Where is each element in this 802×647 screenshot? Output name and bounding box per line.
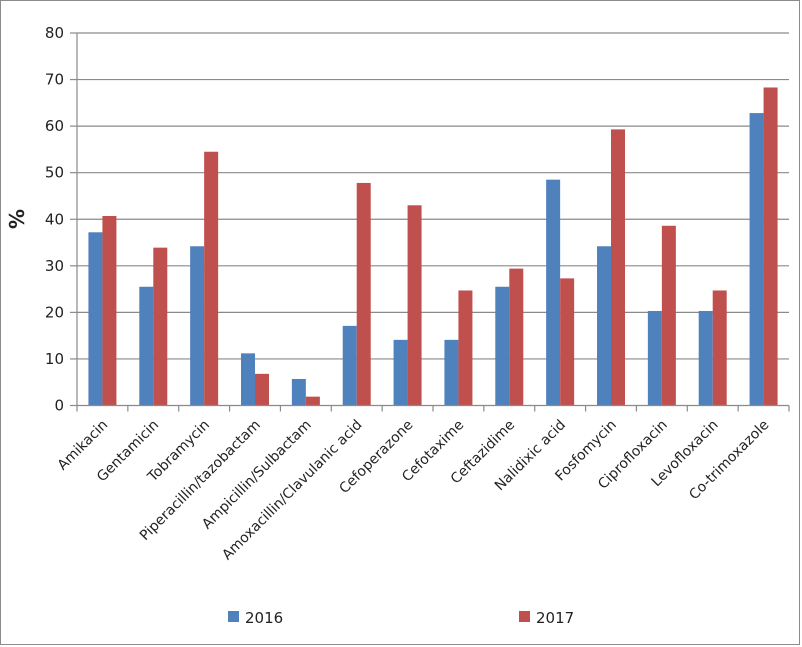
y-tick-label: 10 xyxy=(45,350,64,368)
bar-2017-piperacillin-tazobactam xyxy=(255,373,269,406)
bar-2016-ciprofloxacin xyxy=(647,310,662,406)
bar-2017-gentamicin xyxy=(153,247,168,406)
bar-2016-ampicillin-sulbactam xyxy=(291,378,306,406)
bar-2016-piperacillin-tazobactam xyxy=(241,353,255,406)
legend: 2016 2017 xyxy=(228,609,574,627)
y-tick-label: 80 xyxy=(45,24,64,42)
y-axis-label: % xyxy=(5,209,29,229)
y-tick-label: 50 xyxy=(45,164,64,182)
bar-2016-amoxacillin-clavulanic-acid xyxy=(342,325,357,406)
bar-2016-nalidixic-acid xyxy=(546,179,561,406)
bar-2017-cefotaxime xyxy=(458,290,473,406)
bar-2017-ceftazidime xyxy=(509,268,524,406)
bar-2017-amikacin xyxy=(102,215,117,406)
bar-2016-fosfomycin xyxy=(597,246,611,406)
y-tick-label: 20 xyxy=(45,303,64,321)
axes xyxy=(70,32,790,412)
bar-2016-ceftazidime xyxy=(495,286,510,406)
y-tick-labels: 0 10 20 30 40 50 60 70 80 xyxy=(45,24,64,415)
bar-2016-cefotaxime xyxy=(444,339,459,406)
bar-2016-co-trimoxazole xyxy=(749,113,764,406)
bar-2017-ampicillin-sulbactam xyxy=(305,396,320,406)
y-tick-label: 0 xyxy=(54,397,64,415)
gridlines xyxy=(77,32,789,360)
bar-2017-nalidixic-acid xyxy=(560,278,575,406)
legend-label-2017: 2017 xyxy=(536,609,574,627)
legend-label-2016: 2016 xyxy=(245,609,283,627)
y-tick-label: 40 xyxy=(45,210,64,228)
y-tick-label: 60 xyxy=(45,117,64,135)
bars xyxy=(88,87,778,406)
bar-2016-gentamicin xyxy=(139,286,154,406)
bar-2017-cefoperazone xyxy=(407,205,422,406)
y-tick-label: 70 xyxy=(45,71,64,89)
legend-swatch-2017 xyxy=(519,611,530,622)
bar-2017-levofloxacin xyxy=(712,290,727,406)
bar-2016-cefoperazone xyxy=(393,339,408,406)
legend-swatch-2016 xyxy=(228,611,239,622)
bar-2016-levofloxacin xyxy=(698,310,713,406)
bar-2017-ciprofloxacin xyxy=(661,225,676,406)
bar-2016-amikacin xyxy=(88,232,103,406)
y-tick-label: 30 xyxy=(45,257,64,275)
bar-2017-co-trimoxazole xyxy=(763,87,778,406)
bar-2017-tobramycin xyxy=(204,151,219,406)
bar-2017-amoxacillin-clavulanic-acid xyxy=(356,182,371,406)
bar-2016-tobramycin xyxy=(190,246,205,406)
x-category-labels: AmikacinGentamicinTobramycinPiperacillin… xyxy=(55,417,773,563)
bar-2017-fosfomycin xyxy=(611,129,625,406)
